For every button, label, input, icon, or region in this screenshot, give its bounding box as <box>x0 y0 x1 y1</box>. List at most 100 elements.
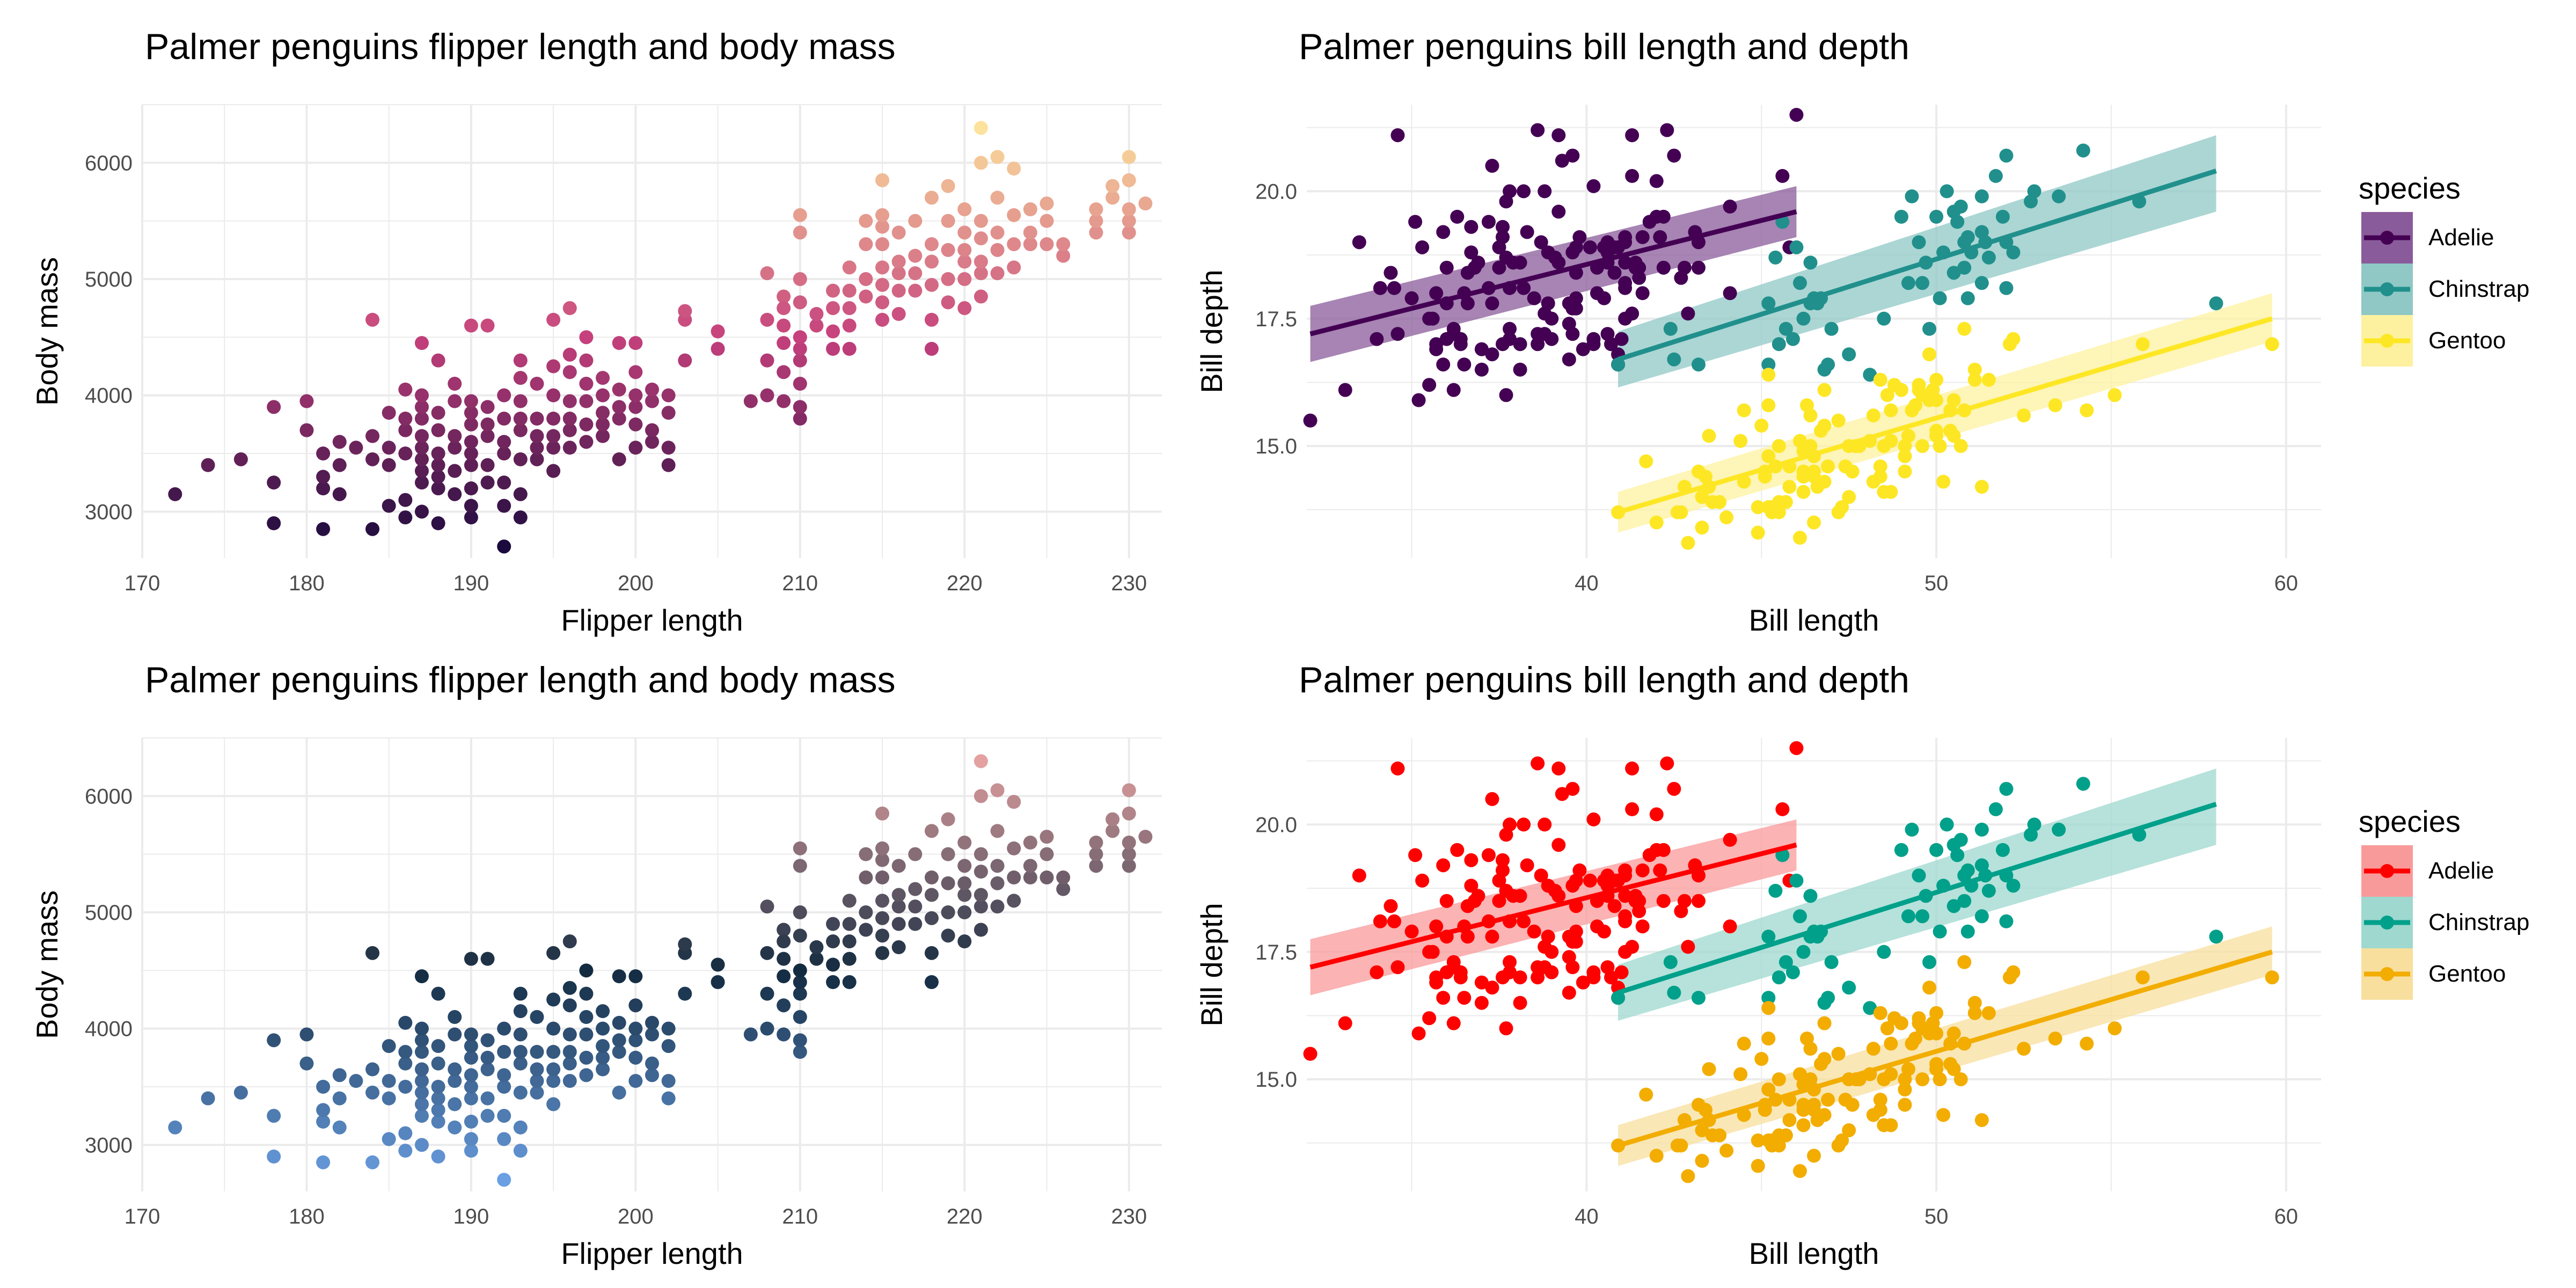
data-point <box>579 1050 594 1065</box>
data-point-gentoo <box>1936 1108 1951 1122</box>
data-point-chinstrap <box>1792 276 1807 290</box>
data-point-adelie <box>1460 296 1475 311</box>
data-point-gentoo <box>1873 1093 1887 1107</box>
data-point <box>875 853 890 867</box>
data-point <box>497 539 511 554</box>
data-point-gentoo <box>1761 449 1776 464</box>
data-point <box>596 1021 610 1036</box>
data-point <box>743 394 758 408</box>
x-tick-label: 230 <box>1111 1205 1147 1228</box>
data-point <box>628 969 643 984</box>
x-tick-label: 180 <box>289 1205 325 1228</box>
data-point-gentoo <box>1817 1052 1832 1066</box>
data-point <box>1122 806 1136 821</box>
data-point <box>875 312 890 327</box>
data-point <box>612 1015 626 1030</box>
data-point-adelie <box>1303 413 1318 428</box>
data-point-chinstrap <box>1667 985 1681 1000</box>
data-point <box>661 406 676 420</box>
data-point <box>448 441 462 455</box>
data-point <box>1040 870 1054 884</box>
data-point-chinstrap <box>1772 970 1786 985</box>
data-point-adelie <box>1597 291 1611 305</box>
data-point <box>299 1027 314 1042</box>
data-point <box>464 458 478 472</box>
data-point <box>793 225 807 240</box>
data-point-gentoo <box>1922 347 1937 362</box>
data-point <box>842 917 857 931</box>
data-point <box>332 458 347 472</box>
data-point <box>875 277 890 292</box>
data-point <box>924 277 939 292</box>
data-point-adelie <box>1660 123 1674 137</box>
data-point <box>513 1004 528 1019</box>
data-point <box>497 412 511 426</box>
data-point-chinstrap <box>1922 321 1937 336</box>
data-point-gentoo <box>1884 1067 1898 1081</box>
data-point-gentoo <box>1796 464 1811 479</box>
data-point <box>924 191 939 205</box>
data-point <box>562 1045 577 1059</box>
y-tick-label: 5000 <box>85 268 133 291</box>
data-point-adelie <box>1681 940 1695 954</box>
data-point-adelie <box>1520 858 1534 873</box>
data-point <box>1023 225 1037 240</box>
data-point <box>793 905 807 919</box>
data-point-adelie <box>1352 868 1366 883</box>
data-point <box>349 1074 363 1088</box>
data-point <box>316 1103 331 1117</box>
data-point <box>826 975 840 989</box>
data-point <box>1023 870 1037 884</box>
data-point <box>414 1138 429 1152</box>
data-point-chinstrap <box>1611 357 1626 372</box>
data-point <box>793 377 807 391</box>
data-point <box>974 865 988 879</box>
x-tick-label: 190 <box>453 572 489 595</box>
data-point <box>1007 162 1021 176</box>
data-point <box>875 260 890 275</box>
data-point-adelie <box>1338 1016 1352 1030</box>
data-point <box>875 928 890 943</box>
data-point-adelie <box>1625 761 1640 775</box>
data-point <box>546 464 561 478</box>
data-point-gentoo <box>1639 1087 1653 1102</box>
data-point <box>924 312 939 327</box>
data-point-adelie <box>1303 1046 1318 1061</box>
data-point-gentoo <box>1639 454 1653 469</box>
data-point-adelie <box>1576 975 1590 990</box>
data-point-chinstrap <box>1877 945 1891 959</box>
data-point-chinstrap <box>1940 184 1954 199</box>
data-point <box>974 121 988 135</box>
data-point-chinstrap <box>1796 311 1811 326</box>
data-point <box>332 487 347 501</box>
data-point <box>908 882 923 896</box>
data-point-gentoo <box>1967 996 1982 1010</box>
data-point <box>990 899 1005 914</box>
data-point <box>398 447 413 460</box>
data-point-adelie <box>1404 924 1419 939</box>
data-point <box>793 400 807 414</box>
data-point <box>365 1085 380 1100</box>
data-point-adelie <box>1391 960 1405 975</box>
data-point <box>1122 836 1136 850</box>
data-point <box>908 266 923 281</box>
data-point <box>299 1056 314 1071</box>
data-point <box>382 441 396 455</box>
data-point-chinstrap <box>1905 189 1919 203</box>
data-point-gentoo <box>1681 536 1695 550</box>
data-point <box>1023 836 1037 850</box>
data-point-chinstrap <box>1988 802 2003 816</box>
data-point-gentoo <box>1649 1148 1664 1163</box>
data-point <box>562 934 577 949</box>
data-point-adelie <box>1531 970 1545 985</box>
data-point <box>332 1091 347 1106</box>
data-point-adelie <box>1495 230 1510 244</box>
data-point-adelie <box>1632 260 1646 275</box>
data-point-chinstrap <box>1974 822 1989 837</box>
data-point-gentoo <box>1946 1062 1961 1077</box>
data-point <box>546 1074 561 1088</box>
data-point-gentoo <box>1821 1093 1835 1107</box>
data-point <box>1122 150 1136 164</box>
data-point <box>431 423 445 437</box>
